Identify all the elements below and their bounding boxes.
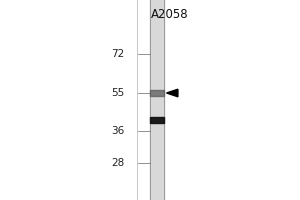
Bar: [150, 90, 164, 96]
Text: 28: 28: [111, 158, 124, 168]
Text: A2058: A2058: [151, 8, 188, 21]
Text: 72: 72: [111, 49, 124, 59]
Polygon shape: [167, 89, 178, 97]
Text: 36: 36: [111, 126, 124, 136]
Bar: [150, 117, 164, 123]
Bar: [151, 0, 163, 200]
Text: 55: 55: [111, 88, 124, 98]
Bar: [150, 0, 164, 200]
